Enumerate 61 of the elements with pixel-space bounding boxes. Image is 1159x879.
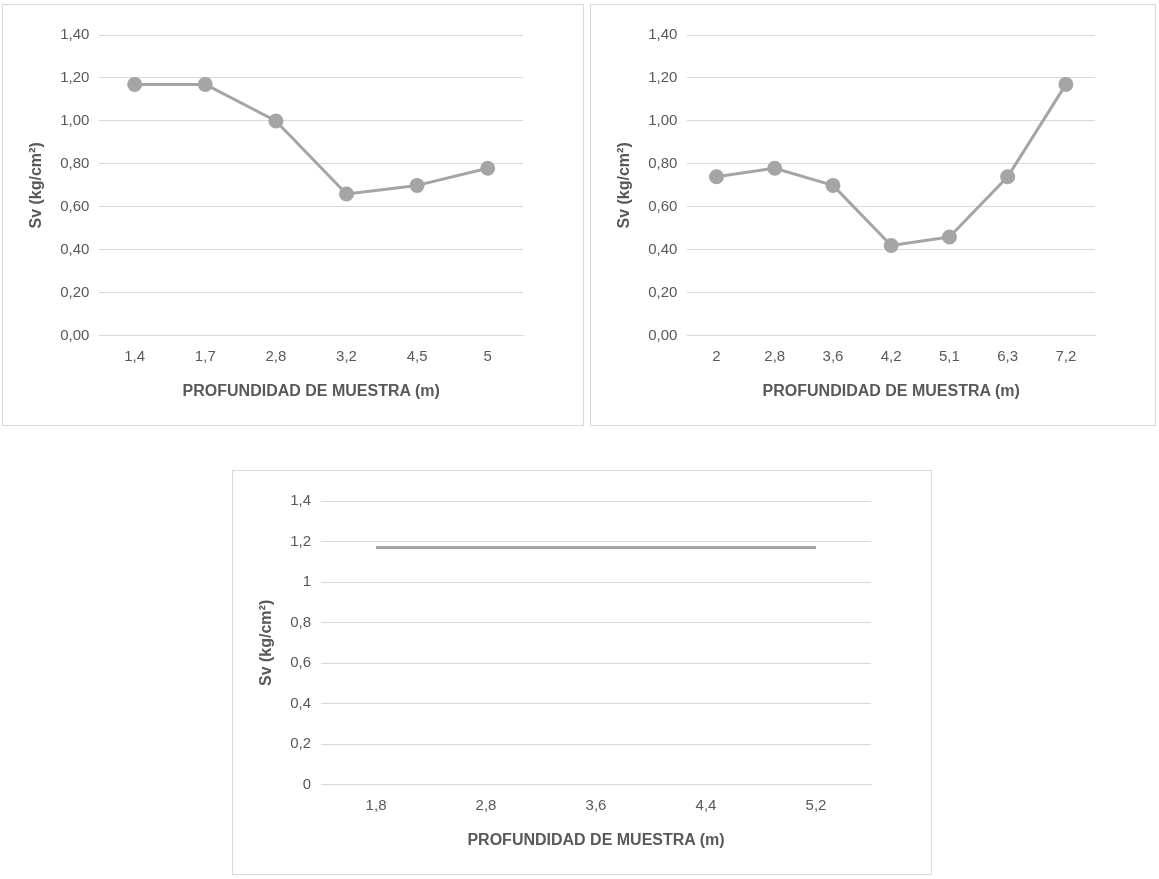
y-tick-label: 0,20 bbox=[60, 282, 90, 300]
x-tick-label: 5,1 bbox=[939, 346, 960, 364]
y-axis-title: Sv (kg/cm²) bbox=[615, 142, 633, 229]
y-tick-label: 1,4 bbox=[290, 491, 312, 509]
x-tick-label: 4,2 bbox=[880, 346, 902, 364]
y-tick-label: 1,40 bbox=[60, 25, 90, 43]
y-tick-label: 1,2 bbox=[290, 531, 312, 549]
y-tick-label: 0,60 bbox=[60, 197, 90, 215]
point bbox=[127, 76, 143, 92]
y-axis-title: Sv (kg/cm²) bbox=[257, 599, 275, 687]
point bbox=[480, 160, 496, 176]
y-tick-label: 1,40 bbox=[648, 25, 678, 43]
y-tick-label: 0,00 bbox=[648, 325, 678, 343]
point bbox=[197, 76, 213, 92]
x-tick-label: 1,8 bbox=[365, 795, 387, 813]
x-tick-label: 6,3 bbox=[997, 346, 1019, 364]
x-tick-label: 3,6 bbox=[585, 795, 607, 813]
x-tick-label: 1,4 bbox=[124, 346, 146, 364]
x-tick-label: 2,8 bbox=[265, 346, 287, 364]
point bbox=[825, 177, 841, 193]
x-tick-label: 2,8 bbox=[475, 795, 497, 813]
y-tick-label: 0,80 bbox=[648, 154, 678, 172]
y-tick-label: 0,4 bbox=[290, 693, 312, 711]
point bbox=[409, 177, 425, 193]
y-tick-label: 1,00 bbox=[648, 111, 678, 129]
point bbox=[1058, 76, 1074, 92]
x-tick-label: 2,8 bbox=[764, 346, 786, 364]
point bbox=[339, 186, 354, 202]
x-tick-label: 1,7 bbox=[194, 346, 216, 364]
x-tick-label: 2 bbox=[712, 346, 721, 364]
y-tick-label: 0,40 bbox=[60, 240, 90, 257]
y-tick-label: 0,40 bbox=[648, 240, 678, 257]
y-tick-label: 1,20 bbox=[648, 68, 678, 86]
y-tick-label: 0,2 bbox=[290, 734, 312, 752]
x-tick-label: 4,5 bbox=[406, 346, 428, 364]
x-tick-label: 3,6 bbox=[822, 346, 844, 364]
y-tick-label: 0,6 bbox=[290, 653, 312, 671]
x-axis-title: PROFUNDIDAD DE MUESTRA (m) bbox=[467, 830, 725, 848]
point bbox=[709, 169, 725, 185]
point bbox=[268, 113, 284, 129]
point bbox=[941, 229, 957, 245]
y-tick-label: 0,60 bbox=[648, 197, 678, 215]
point bbox=[767, 160, 783, 176]
x-tick-label: 4,4 bbox=[695, 795, 717, 813]
x-tick-label: 7,2 bbox=[1055, 346, 1077, 364]
x-tick-label: 5,2 bbox=[805, 795, 827, 813]
y-tick-label: 1,00 bbox=[60, 111, 90, 129]
x-axis-title: PROFUNDIDAD DE MUESTRA (m) bbox=[762, 381, 1020, 399]
y-tick-label: 1,20 bbox=[60, 68, 90, 86]
y-tick-label: 1 bbox=[302, 572, 312, 590]
x-tick-label: 3,2 bbox=[336, 346, 357, 364]
point bbox=[1000, 169, 1016, 185]
y-tick-label: 0 bbox=[302, 774, 312, 792]
y-tick-label: 0,20 bbox=[648, 282, 678, 300]
y-tick-label: 0,8 bbox=[290, 612, 312, 630]
y-tick-label: 0,80 bbox=[60, 154, 90, 172]
x-tick-label: 5 bbox=[483, 346, 492, 364]
x-axis-title: PROFUNDIDAD DE MUESTRA (m) bbox=[182, 381, 440, 399]
point bbox=[883, 238, 899, 254]
y-axis-title: Sv (kg/cm²) bbox=[27, 142, 45, 229]
y-tick-label: 0,00 bbox=[60, 325, 90, 343]
